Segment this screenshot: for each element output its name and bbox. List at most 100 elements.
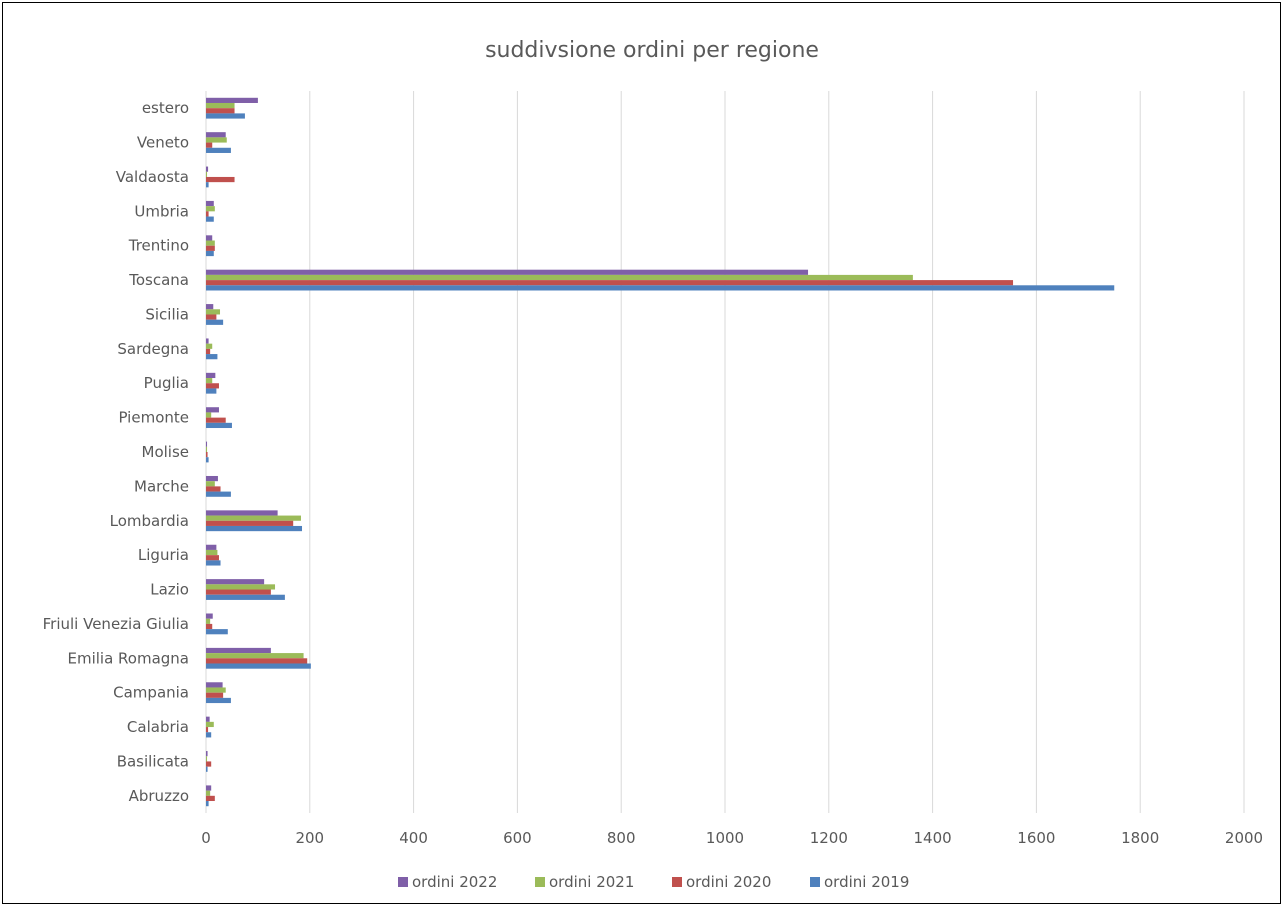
category-label: Sicilia [145,305,189,323]
bar-trentino-ordini-2020 [206,245,215,251]
bar-estero-ordini-2020 [206,108,235,114]
category-label: Emilia Romagna [67,649,189,667]
x-tick-label: 1000 [706,829,744,847]
bar-campania-ordini-2019 [206,697,231,704]
bar-piemonte-ordini-2020 [206,417,226,423]
category-label: Puglia [144,374,189,392]
category-label: Abruzzo [129,787,189,805]
bar-umbria-ordini-2022 [206,200,214,207]
bar-toscana-ordini-2019 [206,285,1115,291]
bar-lazio-ordini-2020 [206,589,271,595]
bar-molise-ordini-2022 [206,441,208,447]
bar-trentino-ordini-2019 [206,250,214,257]
bar-liguria-ordini-2021 [206,549,218,556]
legend: ordini 2022 ordini 2021 ordini 2020 ordini … [398,873,909,891]
bar-marche-ordini-2022 [206,475,218,482]
x-tick-label: 800 [607,829,636,847]
bar-puglia-ordini-2022 [206,372,216,379]
bar-campania-ordini-2020 [206,692,224,698]
bar-basilicata-ordini-2022 [206,751,208,757]
bar-toscana-ordini-2021 [206,274,913,281]
bar-friuli-venezia-giulia-ordini-2020 [206,623,213,630]
bar-piemonte-ordini-2021 [206,412,212,418]
legend-swatch [810,877,820,887]
bar-lombardia-ordini-2021 [206,515,301,521]
bars [206,97,1115,807]
bar-veneto-ordini-2019 [206,147,231,153]
bar-marche-ordini-2019 [206,491,231,497]
bar-marche-ordini-2020 [206,486,221,492]
bar-veneto-ordini-2022 [206,132,226,138]
bar-molise-ordini-2020 [206,452,208,458]
bar-lazio-ordini-2021 [206,584,276,590]
x-tick-labels: 0 200 400 600 800 1000 1200 1400 1600 1800 2000 [201,829,1263,847]
bar-toscana-ordini-2022 [206,269,809,275]
bar-abruzzo-ordini-2019 [206,801,209,807]
bar-liguria-ordini-2020 [206,555,219,561]
legend-label: ordini 2021 [549,873,634,891]
bar-liguria-ordini-2022 [206,544,217,550]
x-tick-label: 400 [399,829,428,847]
bar-campania-ordini-2021 [206,687,226,693]
category-label: Campania [113,684,189,702]
x-tick-label: 1600 [1017,829,1055,847]
bar-valdaosta-ordini-2020 [206,176,235,183]
legend-label: ordini 2019 [824,873,909,891]
bar-liguria-ordini-2019 [206,560,221,566]
category-label: Veneto [137,134,189,152]
bar-toscana-ordini-2020 [206,280,1014,286]
x-tick-label: 1200 [810,829,848,847]
bar-piemonte-ordini-2019 [206,422,232,429]
bar-basilicata-ordini-2021 [206,756,208,762]
bar-umbria-ordini-2021 [206,206,215,212]
bar-puglia-ordini-2021 [206,378,213,384]
chart-title: suddivsione ordini per regione [485,38,819,63]
bar-emilia-romagna-ordini-2021 [206,653,304,659]
bar-valdaosta-ordini-2021 [206,171,208,177]
bar-veneto-ordini-2021 [206,137,227,143]
bar-valdaosta-ordini-2022 [206,166,209,172]
legend-label: ordini 2022 [412,873,497,891]
bar-marche-ordini-2021 [206,481,215,487]
x-tick-label: 200 [295,829,324,847]
category-label: Liguria [138,546,189,564]
category-label: Friuli Venezia Giulia [43,615,189,633]
bar-lombardia-ordini-2019 [206,525,303,532]
category-label: estero [142,99,189,117]
bar-friuli-venezia-giulia-ordini-2019 [206,629,228,635]
bar-valdaosta-ordini-2019 [206,182,209,188]
bar-sicilia-ordini-2021 [206,309,221,315]
bar-calabria-ordini-2021 [206,721,214,728]
bar-umbria-ordini-2020 [206,211,209,217]
bar-lazio-ordini-2019 [206,594,285,600]
bar-calabria-ordini-2020 [206,727,209,733]
bar-puglia-ordini-2020 [206,383,219,389]
chart-svg: suddivsione ordini per regione Abruzzo Ba… [43,38,1263,891]
bar-abruzzo-ordini-2020 [206,795,215,802]
bar-piemonte-ordini-2022 [206,407,219,413]
bar-estero-ordini-2022 [206,97,258,103]
category-label: Basilicata [117,752,189,770]
bar-calabria-ordini-2019 [206,732,212,738]
category-label: Lazio [150,581,189,599]
bar-trentino-ordini-2022 [206,235,213,241]
bar-molise-ordini-2019 [206,457,209,463]
bar-veneto-ordini-2020 [206,142,213,148]
legend-label: ordini 2020 [686,873,771,891]
legend-swatch [398,877,408,887]
bar-sicilia-ordini-2022 [206,304,214,310]
legend-swatch [672,877,682,887]
x-tick-label: 1800 [1121,829,1159,847]
category-label: Trentino [128,237,189,255]
bar-trentino-ordini-2021 [206,240,215,246]
gridlines [205,91,1245,813]
category-label: Umbria [134,202,189,220]
bar-sardegna-ordini-2021 [206,343,213,349]
bar-puglia-ordini-2019 [206,388,217,394]
bar-emilia-romagna-ordini-2019 [206,663,311,669]
bar-sicilia-ordini-2019 [206,319,224,325]
bar-lombardia-ordini-2022 [206,510,278,516]
x-tick-label: 2000 [1225,829,1263,847]
category-label: Calabria [127,718,189,736]
